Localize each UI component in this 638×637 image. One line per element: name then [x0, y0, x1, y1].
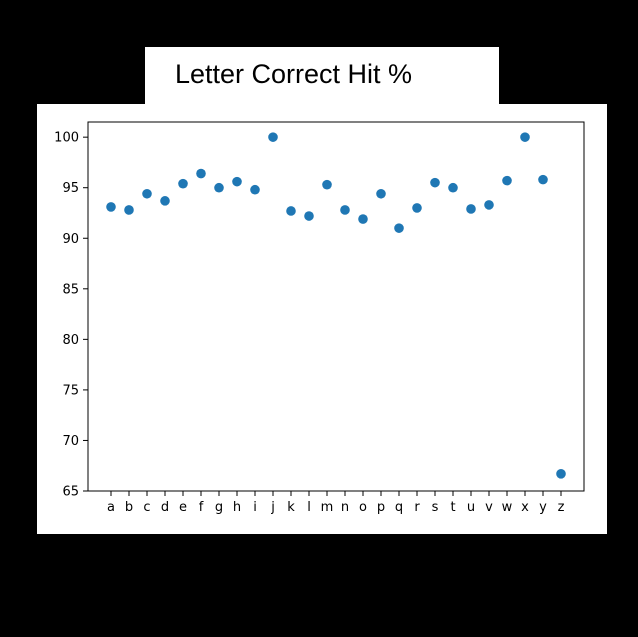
x-tick-label-b: b [125, 500, 133, 515]
y-axis: 65 70 75 80 85 90 95 100 [54, 131, 88, 500]
x-tick-label-w: w [502, 500, 513, 515]
data-point-m [322, 179, 332, 190]
y-tick-label: 70 [62, 434, 79, 449]
data-point-x [520, 132, 530, 142]
x-tick-label-r: r [414, 500, 420, 515]
y-tick-label: 95 [62, 181, 79, 196]
data-point-z [556, 469, 566, 479]
data-point-v [484, 200, 494, 210]
data-point-u [466, 204, 476, 214]
chart-figure [37, 104, 607, 534]
data-point-e [178, 178, 188, 189]
data-point-j [268, 132, 278, 142]
data-point-g [214, 182, 224, 193]
x-tick-label-q: q [395, 500, 403, 515]
x-tick-label-d: d [161, 500, 169, 515]
x-tick-label-j: j [270, 500, 275, 515]
data-point-b [124, 205, 134, 215]
x-tick-label-o: o [359, 500, 367, 515]
y-tick-label: 90 [62, 232, 79, 247]
x-tick-label-s: s [432, 500, 439, 515]
title-background [145, 47, 499, 107]
data-point-r [412, 203, 422, 213]
data-point-t [448, 182, 458, 193]
data-point-d [160, 196, 170, 206]
x-tick-label-m: m [321, 500, 334, 515]
x-tick-label-t: t [450, 500, 455, 515]
data-point-l [304, 211, 314, 221]
data-point-q [394, 223, 404, 233]
y-tick-label: 75 [62, 383, 79, 398]
y-tick-label: 100 [54, 131, 79, 146]
x-tick-label-n: n [341, 500, 349, 515]
data-point-w [502, 175, 512, 186]
x-tick-label-v: v [485, 500, 493, 515]
x-tick-label-y: y [539, 500, 547, 515]
data-point-p [376, 188, 386, 199]
data-point-i [250, 184, 260, 195]
x-tick-label-e: e [179, 500, 187, 515]
x-tick-label-z: z [558, 500, 565, 515]
data-point-o [358, 214, 368, 224]
y-tick-label: 65 [62, 485, 79, 500]
chart-title: Letter Correct Hit % [175, 59, 413, 89]
y-tick-label: 80 [62, 333, 79, 348]
x-tick-label-c: c [143, 500, 150, 515]
x-tick-label-f: f [199, 500, 204, 515]
data-point-k [286, 206, 296, 216]
plot-area [87, 121, 585, 492]
data-point-s [430, 177, 440, 188]
data-point-f [196, 168, 206, 179]
x-tick-label-h: h [233, 500, 241, 515]
data-point-y [538, 174, 548, 185]
x-tick-label-x: x [521, 500, 529, 515]
x-tick-label-l: l [307, 500, 311, 515]
y-tick-label: 85 [62, 282, 79, 297]
data-point-a [106, 202, 116, 212]
x-tick-label-k: k [287, 500, 295, 515]
x-tick-label-g: g [215, 500, 223, 515]
data-point-h [232, 176, 242, 187]
data-point-n [340, 205, 350, 215]
x-tick-label-a: a [107, 500, 115, 515]
data-point-c [142, 188, 152, 199]
x-tick-label-i: i [253, 500, 257, 515]
x-tick-label-u: u [467, 500, 475, 515]
data-points [106, 132, 566, 479]
x-tick-label-p: p [377, 500, 385, 515]
